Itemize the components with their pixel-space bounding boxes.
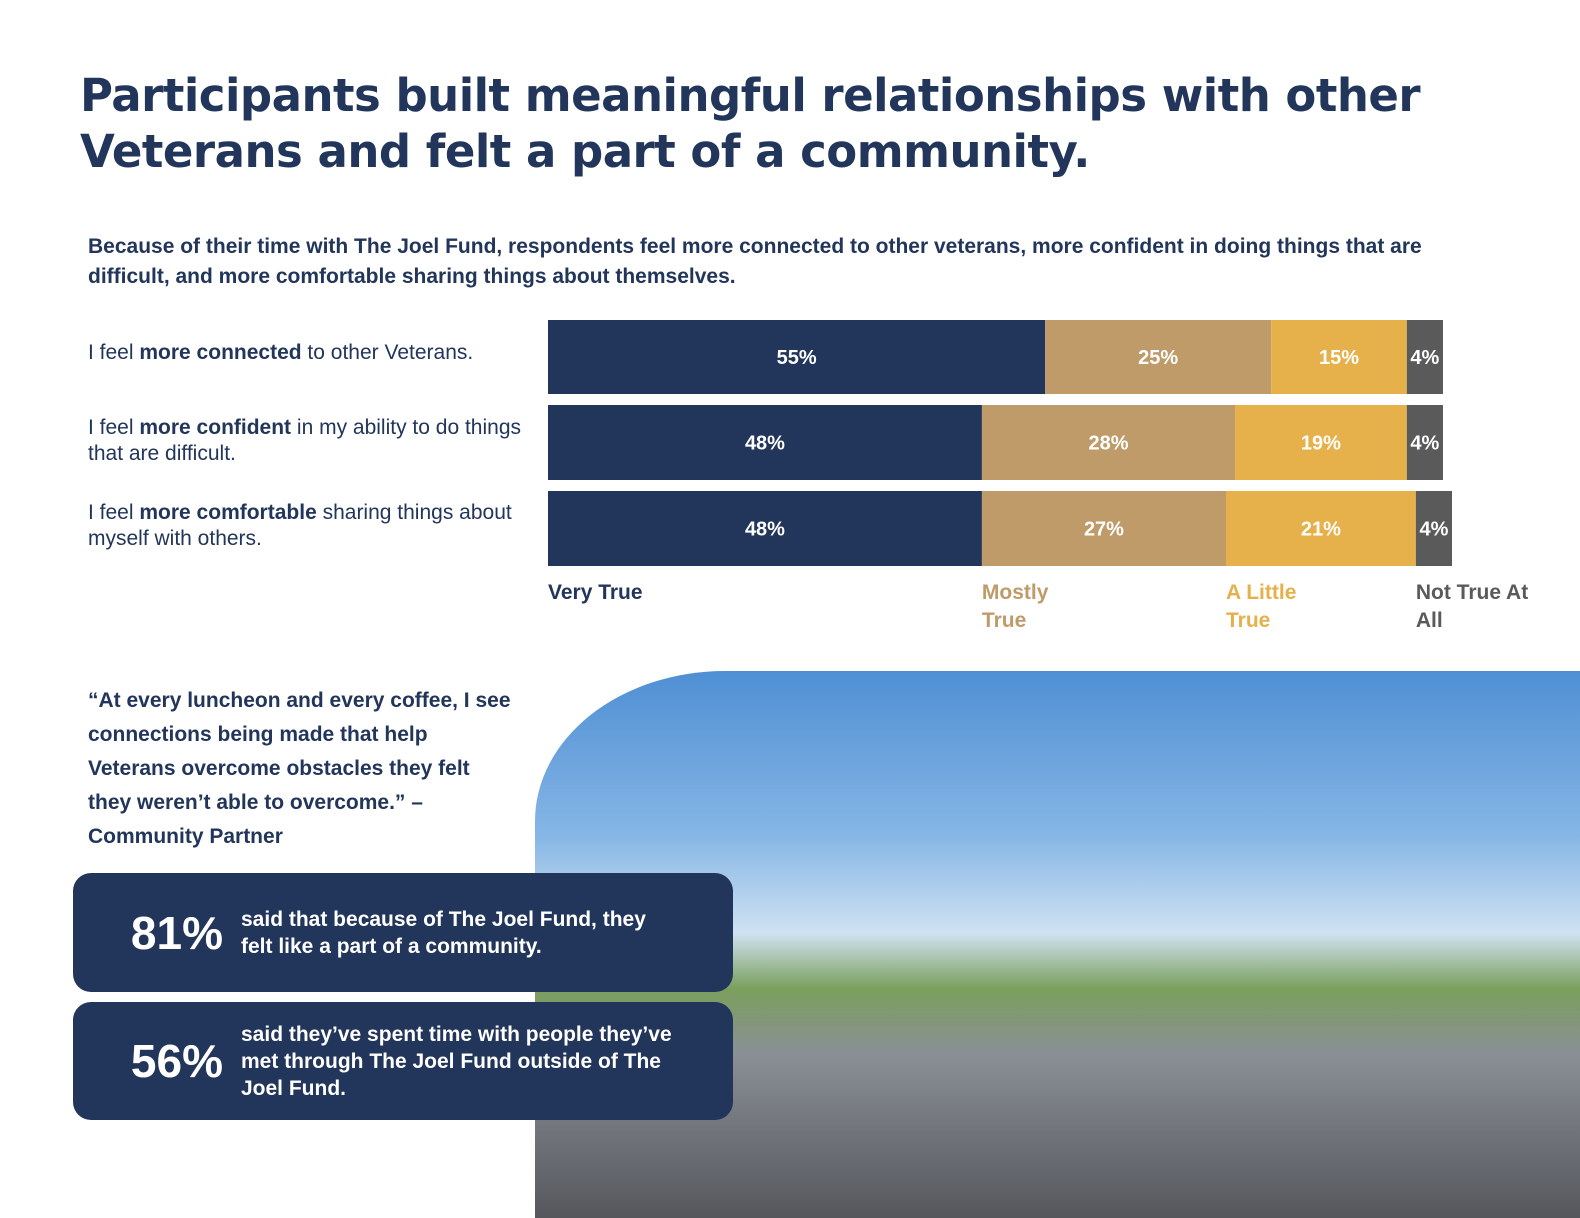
bar-segment bbox=[1415, 491, 1452, 566]
value-label: 15% bbox=[1319, 347, 1359, 369]
value-label: 4% bbox=[1419, 519, 1448, 541]
text: in my ability to do things that are diff… bbox=[88, 416, 522, 465]
category-label: I feel more comfortable sharing things a… bbox=[88, 500, 543, 552]
text: I feel bbox=[88, 341, 140, 364]
emphasis: more connected bbox=[139, 341, 302, 364]
text: I feel bbox=[88, 416, 140, 439]
stat-card: 81% said that because of The Joel Fund, … bbox=[73, 873, 733, 992]
value-label: 4% bbox=[1410, 433, 1439, 455]
value-label: 55% bbox=[777, 347, 817, 369]
bar-segment bbox=[1235, 405, 1407, 480]
bar-segment bbox=[1226, 491, 1416, 566]
emphasis: more comfortable bbox=[139, 501, 317, 524]
legend-entry: Not True At All bbox=[1415, 581, 1529, 632]
value-label: 27% bbox=[1084, 519, 1124, 541]
text: to other Veterans. bbox=[301, 341, 474, 364]
bar-segment bbox=[981, 491, 1226, 566]
bar-segment bbox=[1271, 320, 1407, 394]
value-label: 25% bbox=[1138, 347, 1178, 369]
bar-segment bbox=[548, 491, 982, 566]
value-label: 48% bbox=[745, 519, 785, 541]
text: I feel bbox=[88, 501, 140, 524]
stat-text: said that because of The Joel Fund, they… bbox=[241, 907, 646, 958]
title: Participants built meaningful relationsh… bbox=[80, 69, 1421, 178]
value-label: 48% bbox=[745, 433, 785, 455]
stat-text: said they’ve spent time with people they… bbox=[241, 1022, 672, 1100]
legend-entry: A Little True bbox=[1226, 581, 1297, 632]
subtitle: Because of their time with The Joel Fund… bbox=[88, 235, 1422, 288]
emphasis: more confident bbox=[139, 416, 292, 439]
value-label: 19% bbox=[1301, 433, 1341, 455]
stat-card: 56% said they’ve spent time with people … bbox=[73, 1002, 733, 1120]
value-label: 28% bbox=[1088, 433, 1128, 455]
legend-entry: Very True bbox=[548, 581, 643, 604]
bar-segment bbox=[1406, 320, 1443, 394]
category-label: I feel more confident in my ability to d… bbox=[88, 415, 543, 467]
stat-figure: 56% bbox=[130, 1035, 223, 1087]
bar-segment bbox=[1045, 320, 1272, 394]
text: sharing things about myself with others. bbox=[88, 501, 512, 550]
value-label: 21% bbox=[1301, 519, 1341, 541]
legend-entry: Mostly True bbox=[981, 581, 1049, 632]
quote: “At every luncheon and every coffee, I s… bbox=[88, 689, 511, 848]
category-label: I feel more connected to other Veterans. bbox=[88, 340, 543, 366]
stat-figure: 81% bbox=[130, 906, 223, 959]
bar-segment bbox=[548, 320, 1046, 394]
bar-segment bbox=[1406, 405, 1443, 480]
chart: 55% 25% 15% 4% 48% 28% 19% 4% 48% 27% 21% 4% bbox=[548, 320, 1452, 566]
bar-segment bbox=[548, 405, 982, 480]
value-label: 4% bbox=[1410, 347, 1439, 369]
bar-segment bbox=[981, 405, 1236, 480]
